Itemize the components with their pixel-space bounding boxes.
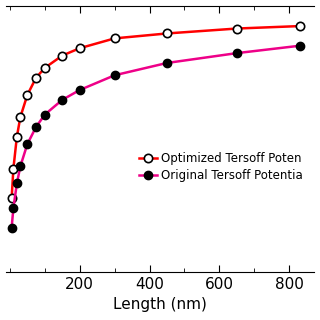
Optimized Tersoff Poten <box>78 46 82 50</box>
Original Tersoff Potentia <box>113 73 116 77</box>
Optimized Tersoff Poten <box>298 24 301 28</box>
Original Tersoff Potentia <box>12 206 15 210</box>
Original Tersoff Potentia <box>60 98 64 102</box>
Original Tersoff Potentia <box>235 51 239 55</box>
Original Tersoff Potentia <box>19 164 22 168</box>
Optimized Tersoff Poten <box>10 196 13 200</box>
X-axis label: Length (nm): Length (nm) <box>113 297 207 312</box>
Optimized Tersoff Poten <box>34 76 38 80</box>
Optimized Tersoff Poten <box>19 115 22 119</box>
Optimized Tersoff Poten <box>165 32 169 36</box>
Optimized Tersoff Poten <box>113 36 116 40</box>
Optimized Tersoff Poten <box>15 135 19 139</box>
Original Tersoff Potentia <box>25 142 29 146</box>
Line: Original Tersoff Potentia: Original Tersoff Potentia <box>7 42 304 232</box>
Optimized Tersoff Poten <box>235 27 239 30</box>
Original Tersoff Potentia <box>43 113 47 116</box>
Original Tersoff Potentia <box>15 181 19 185</box>
Legend: Optimized Tersoff Poten, Original Tersoff Potentia: Optimized Tersoff Poten, Original Tersof… <box>134 148 308 187</box>
Original Tersoff Potentia <box>10 226 13 230</box>
Original Tersoff Potentia <box>78 88 82 92</box>
Line: Optimized Tersoff Poten: Optimized Tersoff Poten <box>7 22 304 202</box>
Optimized Tersoff Poten <box>60 54 64 58</box>
Original Tersoff Potentia <box>298 44 301 48</box>
Original Tersoff Potentia <box>165 61 169 65</box>
Optimized Tersoff Poten <box>12 167 15 171</box>
Original Tersoff Potentia <box>34 125 38 129</box>
Optimized Tersoff Poten <box>43 66 47 70</box>
Optimized Tersoff Poten <box>25 93 29 97</box>
